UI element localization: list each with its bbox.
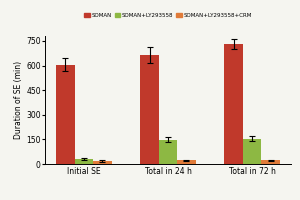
Legend: SOMAN, SOMAN+LY293558, SOMAN+LY293558+CRM: SOMAN, SOMAN+LY293558, SOMAN+LY293558+CR… [82, 11, 254, 20]
Bar [243, 139, 261, 164]
Bar [93, 161, 112, 164]
Bar [159, 140, 177, 164]
Y-axis label: Duration of SE (min): Duration of SE (min) [14, 61, 23, 139]
Bar [224, 44, 243, 164]
Bar [261, 160, 280, 164]
Bar [75, 159, 93, 164]
Bar [177, 160, 196, 164]
Bar [140, 55, 159, 164]
Bar [56, 65, 75, 164]
